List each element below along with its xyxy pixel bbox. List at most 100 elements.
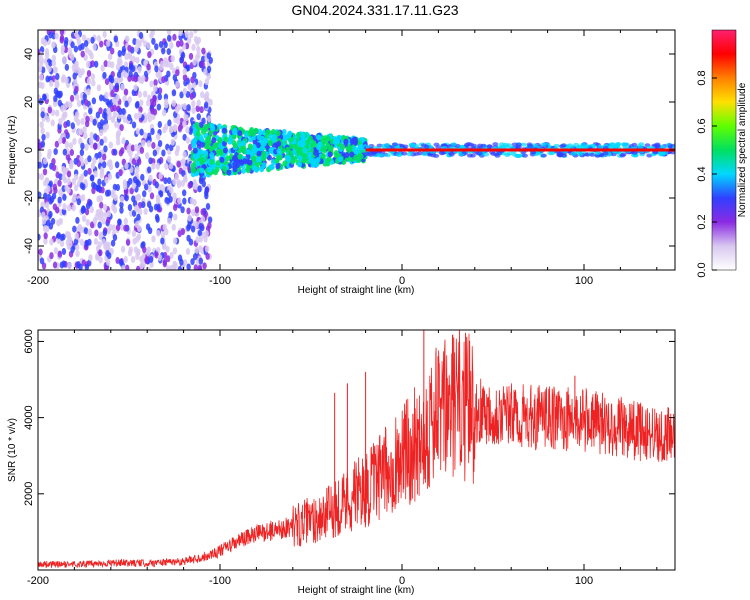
spectrogram-cell bbox=[38, 151, 42, 159]
spectrogram-cell bbox=[181, 157, 186, 165]
spectrogram-y-axis-label: Frequency (Hz) bbox=[7, 116, 18, 185]
spectrogram-cell bbox=[135, 56, 140, 64]
spectrogram-cell bbox=[161, 47, 166, 55]
spectrogram-cell bbox=[115, 257, 120, 265]
spectrogram-cell bbox=[270, 128, 276, 135]
spectrogram-cell bbox=[168, 195, 173, 203]
spectrogram-cell bbox=[67, 47, 73, 55]
spectrogram-cell bbox=[199, 159, 205, 166]
spectrogram-cell bbox=[72, 72, 77, 80]
spectrogram-cell bbox=[166, 30, 172, 36]
spectrogram-cell bbox=[102, 229, 108, 237]
spectrogram-cell bbox=[251, 164, 257, 171]
spectrogram-cell bbox=[146, 166, 152, 174]
spectrogram-cell bbox=[325, 135, 331, 142]
spectrogram-cell bbox=[193, 264, 199, 270]
spectrogram-cell bbox=[119, 206, 124, 214]
spectrogram-cell bbox=[133, 84, 138, 92]
spectrogram-cell bbox=[174, 173, 179, 181]
figure-title: GN04.2024.331.17.11.G23 bbox=[291, 2, 458, 18]
spectrogram-cell bbox=[136, 213, 141, 221]
spectrogram-cell bbox=[51, 59, 57, 67]
spectrogram-cell bbox=[204, 186, 209, 194]
spectrogram-cell bbox=[99, 119, 105, 127]
spectrogram-cell bbox=[54, 140, 60, 148]
spectrogram-cell bbox=[70, 246, 75, 254]
spectrogram-cell bbox=[194, 206, 200, 214]
snr-x-axis-label: Height of straight line (km) bbox=[298, 585, 415, 596]
spectrogram-cell bbox=[177, 254, 183, 262]
spectrogram-cell bbox=[172, 192, 177, 200]
spectrogram-cell bbox=[282, 160, 288, 167]
spectrogram-cell bbox=[165, 255, 171, 263]
spectrogram-cell bbox=[219, 156, 225, 163]
spectrogram-cell bbox=[51, 164, 57, 172]
spectrogram-cell bbox=[169, 264, 174, 270]
spectrogram-cell bbox=[99, 171, 104, 179]
spectrogram-cell bbox=[196, 99, 201, 107]
spectrogram-cell bbox=[143, 183, 149, 191]
colorbar-label: Normalized spectral amplitude bbox=[737, 82, 748, 217]
spectrogram-cell bbox=[94, 229, 99, 237]
spectrogram-cell bbox=[256, 156, 262, 163]
spectrogram-cell bbox=[159, 60, 165, 68]
spectrogram-cell bbox=[91, 187, 96, 195]
spectrogram-cell bbox=[300, 132, 306, 139]
spectrogram-cell bbox=[96, 84, 102, 92]
spectrogram-cell bbox=[218, 142, 224, 149]
spectrogram-cell bbox=[199, 141, 205, 148]
spectrogram-cell bbox=[98, 256, 103, 264]
spectrogram-cell bbox=[172, 178, 177, 186]
spectrogram-cell bbox=[102, 203, 108, 211]
spectrogram-cell bbox=[88, 115, 94, 123]
spectrogram-cell bbox=[48, 210, 53, 218]
spectrogram-cell bbox=[190, 163, 196, 170]
spectrogram-cell bbox=[169, 62, 174, 70]
spectrogram-cell bbox=[172, 237, 178, 245]
spectrogram-cell bbox=[200, 60, 205, 68]
spectrogram-cell bbox=[285, 146, 291, 153]
spectrogram-cell bbox=[79, 155, 84, 163]
spectrogram-cell bbox=[115, 63, 121, 71]
spectrogram-cell bbox=[223, 147, 229, 154]
spectrogram-cell bbox=[40, 111, 45, 119]
spectrogram-cell bbox=[79, 148, 85, 156]
spectrogram-cell bbox=[139, 99, 144, 107]
spectrogram-cell bbox=[57, 250, 63, 258]
spectrogram-cell bbox=[123, 61, 129, 69]
spectrogram-cell bbox=[73, 238, 79, 246]
spectrogram-cell bbox=[158, 190, 164, 198]
spectrogram-cell bbox=[88, 254, 93, 262]
spectrogram-cell bbox=[73, 173, 79, 181]
spectrogram-cell bbox=[112, 104, 117, 112]
spectrogram-cell bbox=[166, 34, 172, 42]
spectrogram-cell bbox=[180, 228, 186, 236]
spectrogram-cell bbox=[155, 162, 161, 170]
spectrogram-cell bbox=[163, 123, 169, 131]
spectrogram-cell bbox=[119, 195, 125, 203]
spectrogram-cell bbox=[166, 48, 172, 56]
spectrogram-cell bbox=[245, 148, 251, 155]
spectrogram-cell bbox=[80, 117, 85, 125]
spectrogram-cell bbox=[182, 68, 187, 76]
spectrogram-cell bbox=[92, 118, 97, 126]
spectrogram-cell bbox=[162, 223, 167, 231]
spectrogram-cell bbox=[90, 162, 96, 170]
spectrogram-cell bbox=[135, 265, 141, 270]
spectrogram-cell bbox=[91, 181, 96, 189]
spectrogram-cell bbox=[83, 39, 89, 47]
snr-series bbox=[38, 330, 675, 569]
spectrogram-cell bbox=[589, 152, 596, 157]
spectrogram-cell bbox=[159, 183, 165, 191]
spectrogram-cell bbox=[450, 142, 457, 147]
spectrogram-cell bbox=[182, 74, 188, 82]
spectrogram-cell bbox=[168, 162, 174, 170]
spectrogram-cell bbox=[71, 204, 76, 212]
spectrogram-cell bbox=[248, 136, 254, 143]
spectrogram-cell bbox=[78, 263, 83, 270]
snr-x-tick-label: 100 bbox=[575, 575, 593, 587]
spectrogram-cell bbox=[52, 183, 57, 191]
spectrogram-cell bbox=[134, 221, 140, 229]
spectrogram-cell bbox=[158, 172, 163, 180]
